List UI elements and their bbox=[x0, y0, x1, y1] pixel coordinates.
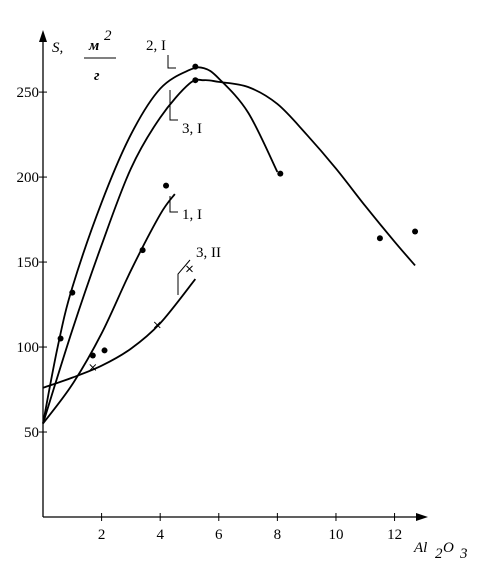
y-tick-label: 100 bbox=[17, 340, 40, 356]
x-label-part: O bbox=[443, 540, 454, 556]
y-tick-label: 250 bbox=[17, 85, 40, 101]
x-axis-arrow bbox=[416, 513, 428, 521]
series-label: 3, II bbox=[196, 245, 221, 261]
series-label: 3, I bbox=[182, 121, 202, 137]
curve bbox=[42, 193, 176, 425]
data-point bbox=[192, 77, 199, 84]
data-point bbox=[139, 247, 146, 254]
series-label: 1, I bbox=[182, 207, 202, 223]
x-tick-label: 8 bbox=[274, 527, 282, 543]
data-point bbox=[192, 63, 199, 70]
y-unit-num: м bbox=[88, 38, 99, 54]
curve bbox=[42, 278, 197, 389]
curve bbox=[42, 66, 279, 424]
x-label-sub: 2 bbox=[435, 546, 443, 562]
data-point bbox=[89, 364, 97, 371]
y-unit-den: г bbox=[94, 68, 100, 84]
y-tick-label: 50 bbox=[24, 425, 39, 441]
x-label: Al 2 O 3 bbox=[413, 540, 468, 562]
data-point bbox=[376, 235, 383, 242]
y-symbol: S, bbox=[52, 40, 63, 56]
data-point bbox=[69, 289, 76, 296]
data-point bbox=[163, 182, 170, 189]
x-tick-label: 2 bbox=[98, 527, 106, 543]
y-unit-pow: 2 bbox=[104, 28, 112, 44]
x-tick-label: 12 bbox=[387, 527, 402, 543]
data-point bbox=[57, 335, 64, 342]
curve bbox=[42, 78, 416, 424]
data-point bbox=[277, 170, 284, 177]
x-label-sub: 3 bbox=[459, 546, 468, 562]
data-point bbox=[186, 265, 193, 273]
data-point bbox=[412, 228, 419, 235]
y-tick-label: 150 bbox=[17, 255, 40, 271]
leader bbox=[177, 259, 191, 295]
y-tick-label: 200 bbox=[17, 170, 40, 186]
data-point bbox=[101, 347, 108, 354]
y-label: S, м 2 г bbox=[52, 28, 116, 84]
x-tick-label: 4 bbox=[156, 527, 164, 543]
x-label-part: Al bbox=[413, 540, 427, 556]
leader bbox=[167, 55, 176, 69]
x-tick-label: 10 bbox=[328, 527, 343, 543]
y-axis-arrow bbox=[39, 30, 47, 42]
leader bbox=[169, 90, 178, 121]
x-tick-label: 6 bbox=[215, 527, 223, 543]
data-point bbox=[153, 321, 161, 329]
series-label: 2, I bbox=[146, 38, 166, 54]
data-point bbox=[89, 352, 96, 359]
